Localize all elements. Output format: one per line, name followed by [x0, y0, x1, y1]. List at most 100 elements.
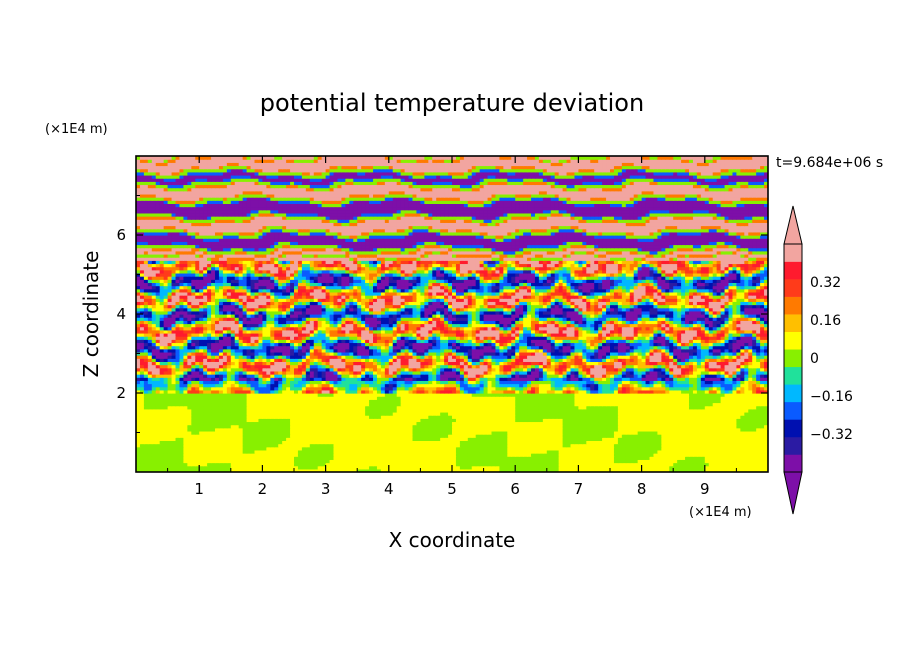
heatmap-cell [317, 449, 323, 454]
heatmap-cell [491, 434, 497, 438]
heatmap-cell [234, 453, 240, 457]
heatmap-cell [708, 459, 714, 464]
heatmap-cell [155, 456, 161, 460]
heatmap-cell [531, 418, 536, 423]
heatmap-cell [511, 421, 516, 426]
heatmap-cell [570, 462, 576, 467]
heatmap-cell [744, 437, 749, 441]
heatmap-cell [677, 437, 682, 441]
heatmap-cell [554, 424, 560, 429]
heatmap-cell [313, 446, 319, 451]
heatmap-cell [606, 418, 611, 423]
heatmap-cell [163, 427, 169, 432]
heatmap-cell [463, 465, 469, 470]
heatmap-cell [534, 468, 540, 472]
heatmap-cell [179, 437, 184, 441]
heatmap-cell [408, 430, 414, 435]
heatmap-cell [290, 446, 295, 451]
heatmap-cell [562, 446, 568, 451]
heatmap-cell [199, 462, 204, 467]
heatmap-cell [463, 427, 469, 432]
heatmap-cell [191, 437, 196, 441]
heatmap-cell [617, 449, 623, 454]
heatmap-cell [234, 459, 240, 464]
heatmap-cell [262, 453, 267, 457]
heatmap-cell [353, 427, 358, 432]
heatmap-cell [250, 446, 256, 451]
heatmap-cell [325, 437, 331, 441]
heatmap-cell [412, 424, 418, 429]
heatmap-cell [613, 453, 619, 457]
heatmap-cell [218, 434, 224, 438]
heatmap-cell [365, 421, 370, 426]
heatmap-cell [467, 465, 473, 470]
heatmap-cell [546, 462, 552, 467]
heatmap-cell [613, 430, 619, 435]
heatmap-cell [452, 434, 457, 438]
heatmap-cell [333, 456, 339, 460]
heatmap-cell [598, 437, 603, 441]
heatmap-cell [420, 437, 425, 441]
heatmap-cell [613, 418, 619, 423]
heatmap-cell [416, 427, 421, 432]
heatmap-cell [175, 434, 181, 438]
heatmap-cell [325, 453, 331, 457]
heatmap-cell [558, 446, 564, 451]
heatmap-cell [617, 418, 623, 423]
heatmap-cell [373, 434, 378, 438]
heatmap-cell [570, 465, 576, 470]
heatmap-cell [143, 446, 149, 451]
heatmap-cell [412, 421, 418, 426]
heatmap-cell [376, 459, 382, 464]
heatmap-cell [546, 424, 552, 429]
heatmap-cell [613, 443, 619, 448]
heatmap-cell [222, 430, 228, 435]
heatmap-cell [369, 453, 374, 457]
heatmap-cell [167, 430, 173, 435]
heatmap-cell [187, 437, 192, 441]
heatmap-cell [392, 434, 398, 438]
heatmap-cell [467, 456, 473, 460]
heatmap-cell [215, 459, 220, 464]
heatmap-cell [436, 459, 441, 464]
heatmap-cell [187, 459, 192, 464]
heatmap-cell [365, 427, 370, 432]
heatmap-cell [475, 437, 481, 441]
heatmap-cell [163, 453, 169, 457]
heatmap-cell [211, 443, 216, 448]
heatmap-cell [278, 468, 283, 472]
heatmap-cell [376, 427, 382, 432]
heatmap-cell [764, 437, 768, 441]
heatmap-cell [558, 440, 564, 445]
heatmap-cell [373, 468, 378, 472]
heatmap-cell [637, 434, 643, 438]
heatmap-cell [163, 437, 169, 441]
heatmap-cell [673, 443, 678, 448]
heatmap-cell [325, 421, 331, 426]
heatmap-cell [550, 421, 556, 426]
heatmap-cell [373, 446, 378, 451]
heatmap-cell [432, 446, 437, 451]
heatmap-cell [167, 462, 173, 467]
heatmap-cell [448, 456, 453, 460]
heatmap-cell [357, 465, 362, 470]
heatmap-cell [621, 465, 627, 470]
heatmap-cell [448, 424, 453, 429]
heatmap-cell [499, 468, 504, 472]
heatmap-cell [254, 418, 260, 423]
heatmap-cell [167, 456, 173, 460]
heatmap-cell [550, 453, 556, 457]
heatmap-cell [732, 453, 737, 457]
heatmap-cell [175, 462, 181, 467]
heatmap-cell [653, 430, 658, 435]
heatmap-cell [349, 434, 354, 438]
heatmap-cell [681, 446, 686, 451]
heatmap-cell [523, 421, 528, 426]
heatmap-cell [712, 449, 718, 454]
heatmap-cell [440, 437, 445, 441]
heatmap-cell [424, 446, 429, 451]
heatmap-cell [531, 427, 536, 432]
heatmap-cell [357, 418, 362, 423]
heatmap-cell [428, 443, 433, 448]
heatmap-cell [752, 459, 757, 464]
